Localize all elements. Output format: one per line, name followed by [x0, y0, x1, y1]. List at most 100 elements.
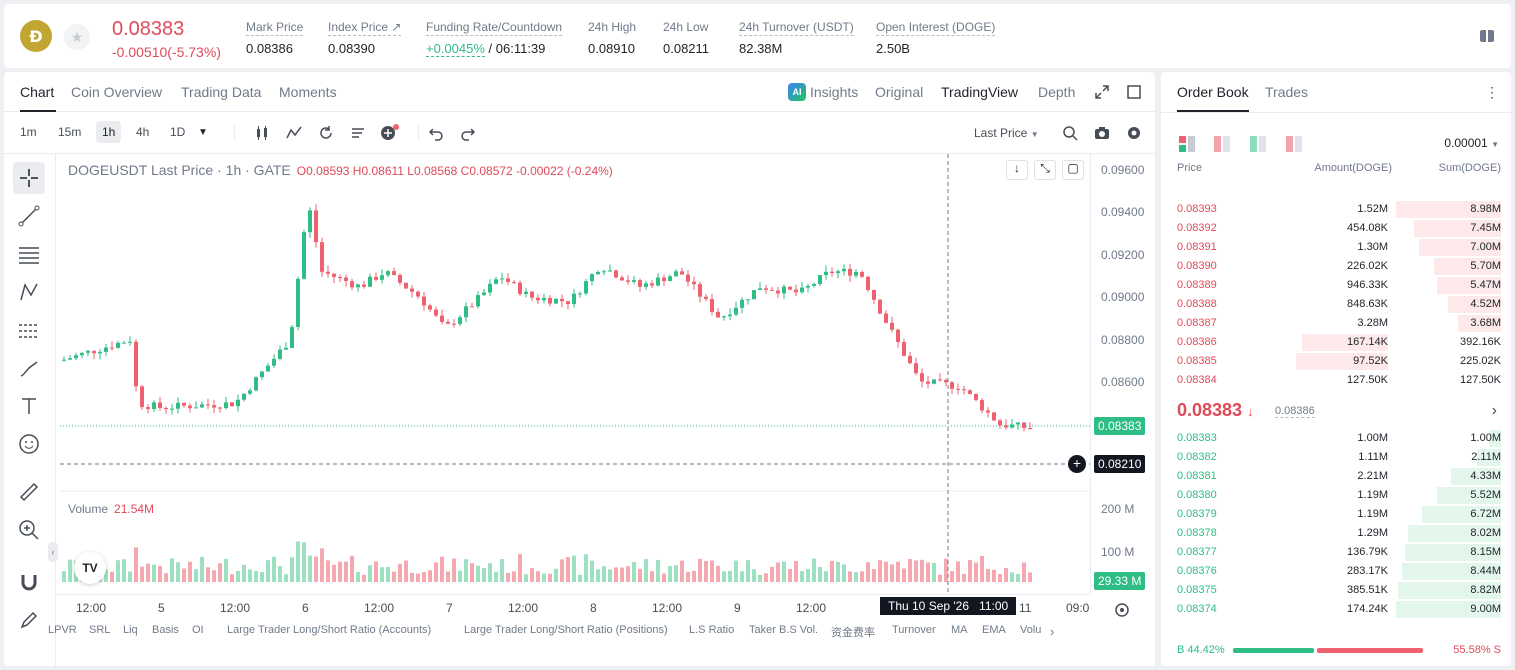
timeframe-4h[interactable]: 4h [136, 125, 150, 139]
settings-icon[interactable] [1114, 602, 1130, 623]
book-icon[interactable] [1477, 26, 1497, 46]
bid-row[interactable]: 0.08374 174.24K 9.00M [1161, 600, 1511, 619]
bid-row[interactable]: 0.08382 1.11M 2.11M [1161, 448, 1511, 467]
pencil-icon[interactable] [13, 604, 45, 636]
ask-row[interactable]: 0.08385 97.52K 225.02K [1161, 352, 1511, 371]
tab-trades[interactable]: Trades [1265, 84, 1309, 100]
measure-icon[interactable] [13, 314, 45, 346]
indicator-large-trader-accounts[interactable]: Large Trader Long/Short Ratio (Accounts) [227, 624, 432, 636]
star-icon[interactable]: ★ [64, 24, 90, 50]
magnet-icon[interactable] [13, 566, 45, 598]
chevron-right-icon[interactable]: › [1491, 402, 1497, 419]
fullscreen-icon[interactable] [1094, 84, 1110, 105]
view-tradingview[interactable]: TradingView [941, 84, 1019, 100]
ask-row[interactable]: 0.08386 167.14K 392.16K [1161, 333, 1511, 352]
pattern-icon[interactable] [13, 276, 45, 308]
tab-trading-data[interactable]: Trading Data [181, 84, 262, 100]
window-icon[interactable] [1126, 84, 1142, 105]
view-original[interactable]: Original [875, 84, 924, 100]
tab-moments[interactable]: Moments [279, 84, 337, 100]
ask-row[interactable]: 0.08388 848.63K 4.52M [1161, 295, 1511, 314]
bid-row[interactable]: 0.08379 1.19M 6.72M [1161, 505, 1511, 524]
mid-price[interactable]: 0.08383 ↓ [1177, 400, 1254, 421]
bid-row[interactable]: 0.08378 1.29M 8.02M [1161, 524, 1511, 543]
bid-row[interactable]: 0.08383 1.00M 1.00M [1161, 429, 1511, 448]
collapse-toolbar-button[interactable]: ‹ [48, 542, 58, 562]
time-axis[interactable]: 12:00 5 12:00 6 12:00 7 12:00 8 12:00 9 … [56, 594, 1090, 616]
view-both-icon[interactable] [1179, 136, 1195, 157]
timeframe-15m[interactable]: 15m [58, 125, 82, 139]
tab-order-book[interactable]: Order Book [1177, 84, 1249, 100]
chevron-right-icon[interactable]: › [1050, 624, 1055, 639]
view-insights[interactable]: Insights [810, 84, 859, 100]
precision-select[interactable]: 0.00001 ▼ [1444, 136, 1499, 150]
tab-chart[interactable]: Chart [20, 84, 55, 100]
indicator-basis[interactable]: Basis [152, 624, 179, 636]
bid-row[interactable]: 0.08377 136.79K 8.15M [1161, 543, 1511, 562]
stat-label[interactable]: Mark Price [246, 20, 304, 36]
indicator-turnover[interactable]: Turnover [892, 624, 936, 636]
crosshair-icon[interactable] [13, 162, 45, 194]
view-large-icon[interactable] [1286, 136, 1302, 157]
indicator-ls-ratio[interactable]: L.S Ratio [689, 624, 735, 636]
search-icon[interactable] [1062, 125, 1078, 146]
indicator-lpvr[interactable]: LPVR [48, 624, 77, 636]
bid-row[interactable]: 0.08380 1.19M 5.52M [1161, 486, 1511, 505]
candles-icon[interactable] [254, 125, 270, 146]
replay-icon[interactable] [318, 125, 334, 146]
indicator-srl[interactable]: SRL [89, 624, 111, 636]
tradingview-logo[interactable]: TV [74, 552, 106, 584]
ask-row[interactable]: 0.08384 127.50K 127.50K [1161, 371, 1511, 390]
stat-label[interactable]: 24h Turnover (USDT) [739, 20, 854, 36]
bid-row[interactable]: 0.08376 283.17K 8.44M [1161, 562, 1511, 581]
add-order-icon[interactable]: + [1068, 455, 1086, 473]
chevron-down-icon[interactable]: ▼ [198, 127, 208, 138]
ask-row[interactable]: 0.08391 1.30M 7.00M [1161, 238, 1511, 257]
line-icon[interactable] [13, 200, 45, 232]
indicator-taker-bs-vol[interactable]: Taker B.S Vol. [749, 624, 819, 636]
ask-row[interactable]: 0.08390 226.02K 5.70M [1161, 257, 1511, 276]
emoji-icon[interactable] [13, 428, 45, 460]
ask-row[interactable]: 0.08389 946.33K 5.47M [1161, 276, 1511, 295]
stat-label[interactable]: Funding Rate/Countdown [426, 20, 563, 36]
view-depth[interactable]: Depth [1038, 84, 1076, 100]
ruler-icon[interactable] [13, 476, 45, 508]
indicator-liq[interactable]: Liq [123, 624, 138, 636]
collapse-icon[interactable]: ⤡ [1034, 160, 1056, 180]
stat-label[interactable]: Open Interest (DOGE) [876, 20, 996, 36]
bid-row[interactable]: 0.08375 385.51K 8.82M [1161, 581, 1511, 600]
indicator-large-trader-positions[interactable]: Large Trader Long/Short Ratio (Positions… [464, 624, 668, 636]
indicator-volume[interactable]: Volu [1020, 624, 1042, 636]
price-source-select[interactable]: Last Price ▼ [974, 126, 1039, 140]
more-icon[interactable]: ⋮ [1485, 84, 1499, 100]
indicator-ema[interactable]: EMA [982, 624, 1006, 636]
ask-row[interactable]: 0.08392 454.08K 7.45M [1161, 219, 1511, 238]
ask-row[interactable]: 0.08387 3.28M 3.68M [1161, 314, 1511, 333]
indicator-funding-rate[interactable]: 资金费率 [831, 627, 875, 639]
price-axis[interactable]: 0.09600 0.09400 0.09200 0.09000 0.08800 … [1090, 154, 1155, 594]
indicators-icon[interactable] [286, 125, 302, 146]
timeframe-1m[interactable]: 1m [20, 125, 37, 139]
undo-icon[interactable] [428, 125, 444, 146]
timeframe-1h[interactable]: 1h [96, 121, 122, 143]
ask-row[interactable]: 0.08393 1.52M 8.98M [1161, 200, 1511, 219]
text-icon[interactable] [13, 390, 45, 422]
bid-row[interactable]: 0.08381 2.21M 4.33M [1161, 467, 1511, 486]
view-bids-icon[interactable] [1214, 136, 1230, 157]
tab-coin-overview[interactable]: Coin Overview [71, 84, 163, 100]
arrow-down-icon[interactable]: ↓ [1006, 160, 1028, 180]
candlestick-chart[interactable] [60, 154, 1090, 594]
fib-icon[interactable] [13, 238, 45, 270]
indicator-oi[interactable]: OI [192, 624, 204, 636]
list-icon[interactable] [350, 125, 366, 146]
add-alert-icon[interactable] [380, 124, 400, 147]
brush-icon[interactable] [13, 352, 45, 384]
fit-icon[interactable]: ▢ [1062, 160, 1084, 180]
zoom-icon[interactable] [13, 514, 45, 546]
view-asks-icon[interactable] [1250, 136, 1266, 157]
settings-icon[interactable] [1126, 125, 1142, 146]
camera-icon[interactable] [1094, 125, 1110, 146]
indicator-ma[interactable]: MA [951, 624, 968, 636]
redo-icon[interactable] [460, 125, 476, 146]
stat-label[interactable]: Index Price ↗ [328, 20, 402, 36]
